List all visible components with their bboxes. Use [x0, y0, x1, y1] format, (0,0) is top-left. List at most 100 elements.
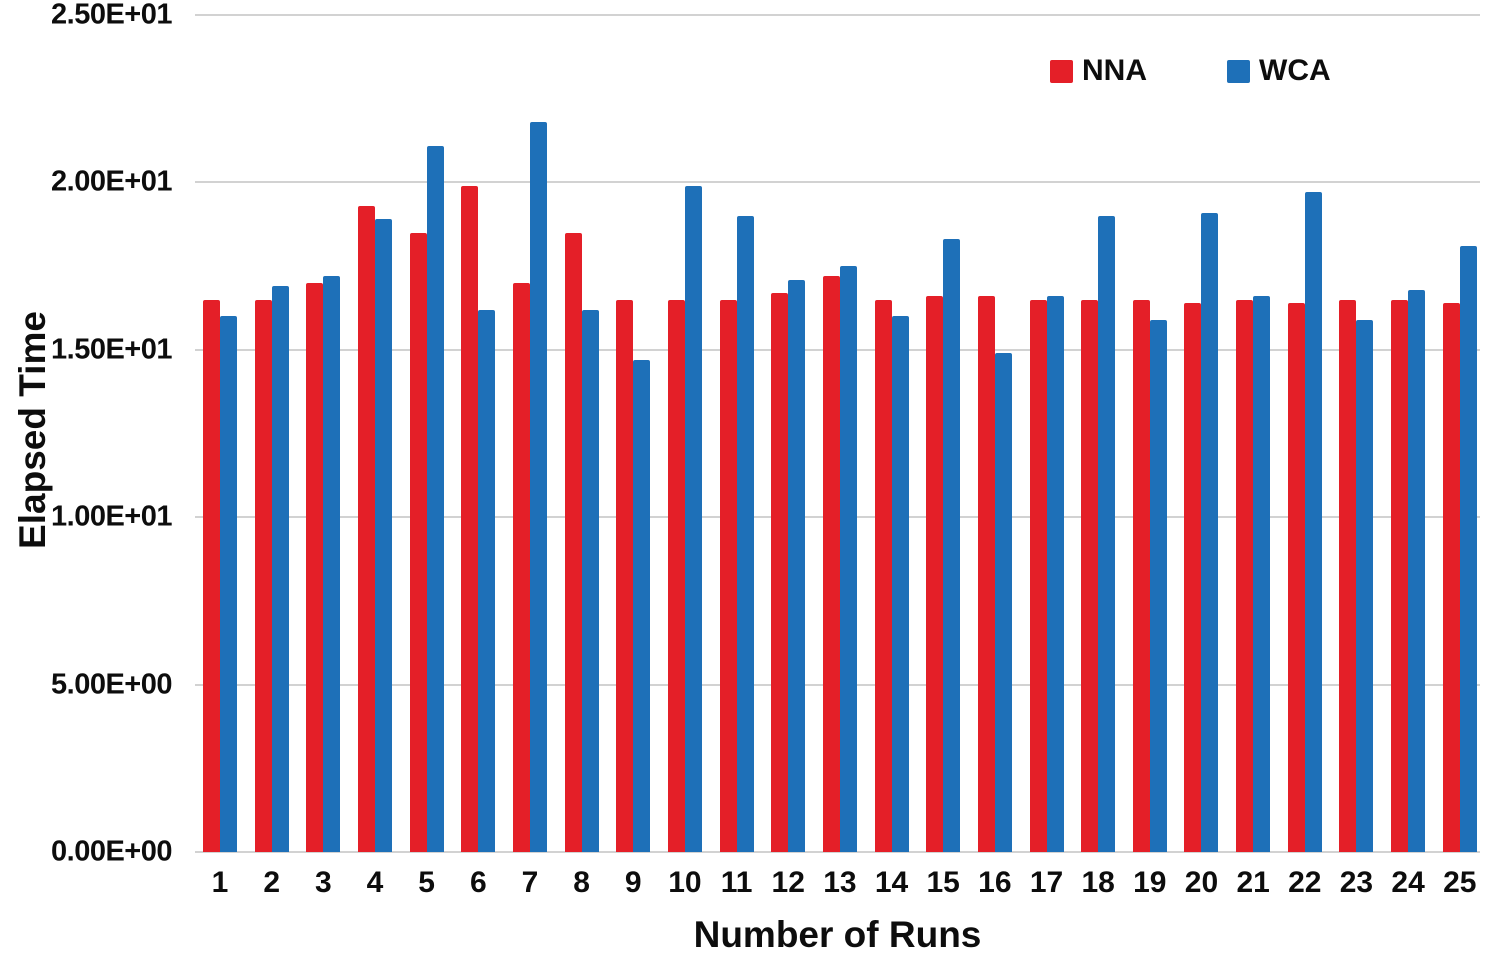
x-tick-label: 24 — [1391, 866, 1425, 899]
bar-nna — [1184, 302, 1202, 852]
legend: NNA WCA — [1050, 54, 1331, 88]
bar-nna — [1236, 299, 1254, 852]
bar-wca — [374, 219, 392, 852]
bar-nna — [771, 292, 789, 852]
bar-group — [1339, 15, 1374, 852]
bar-group — [357, 15, 392, 852]
x-tick-label: 25 — [1443, 866, 1477, 899]
bar-group — [1184, 15, 1219, 852]
bar-nna — [667, 299, 685, 852]
bar-nna — [1391, 299, 1409, 852]
bar-group — [926, 15, 961, 852]
bar-group — [977, 15, 1012, 852]
bar-wca — [1149, 319, 1167, 852]
x-tick-label: 22 — [1288, 866, 1322, 899]
x-tick-label: 4 — [366, 866, 384, 899]
y-tick-label: 1.50E+01 — [51, 333, 172, 366]
x-tick-label: 21 — [1236, 866, 1270, 899]
bar-group — [1391, 15, 1426, 852]
bar-group — [203, 15, 237, 852]
bar-wca — [736, 215, 754, 852]
y-tick-label: 5.00E+00 — [51, 668, 172, 701]
bar-group — [409, 15, 444, 852]
y-tick-label: 0.00E+00 — [51, 835, 172, 868]
x-tick-label: 16 — [978, 866, 1012, 899]
bar-nna — [719, 299, 737, 852]
bar-nna — [409, 232, 427, 852]
x-tick-label: 6 — [469, 866, 487, 899]
x-tick-label: 2 — [263, 866, 280, 899]
bar-nna — [1339, 299, 1357, 852]
bar-wca — [788, 279, 806, 852]
x-tick-label: 19 — [1133, 866, 1167, 899]
legend-item-wca: WCA — [1227, 54, 1331, 88]
bar-group — [1442, 15, 1477, 852]
nna-swatch-icon — [1050, 59, 1073, 83]
gridline — [195, 181, 1480, 184]
bar-wca — [943, 239, 961, 852]
legend-label-nna: NNA — [1082, 54, 1147, 87]
x-tick-label: 10 — [668, 866, 702, 899]
bar-group — [306, 15, 341, 852]
bar-wca — [1408, 289, 1426, 852]
x-tick-label: 1 — [211, 866, 229, 899]
y-tick-label: 2.50E+01 — [51, 0, 172, 31]
bar-group — [461, 15, 496, 852]
bar-wca — [271, 286, 289, 852]
x-tick-label: 9 — [624, 866, 642, 899]
x-tick-label: 20 — [1184, 866, 1219, 899]
bar-group — [874, 15, 909, 852]
x-tick-label: 23 — [1339, 866, 1374, 899]
bar-nna — [564, 232, 582, 852]
bar-group — [616, 15, 651, 852]
bar-nna — [1132, 299, 1150, 852]
bar-nna — [357, 205, 375, 852]
gridline — [195, 851, 1480, 853]
bar-nna — [1287, 302, 1305, 852]
x-tick-label: 17 — [1029, 866, 1064, 899]
bar-group — [564, 15, 599, 852]
bar-group — [1132, 15, 1167, 852]
bar-nna — [1081, 299, 1099, 852]
bar-group — [1029, 15, 1064, 852]
bar-wca — [839, 266, 857, 852]
bar-nna — [822, 276, 840, 852]
bar-nna — [977, 296, 995, 852]
bar-nna — [461, 185, 479, 852]
plot-area — [195, 14, 1480, 853]
gridline — [195, 14, 1480, 16]
bar-nna — [874, 299, 892, 852]
bar-group — [667, 15, 702, 852]
bar-wca — [529, 122, 547, 852]
bar-group — [719, 15, 754, 852]
bar-wca — [1098, 215, 1116, 852]
bar-nna — [926, 296, 944, 852]
bar-group — [254, 15, 289, 852]
legend-item-nna: NNA — [1050, 54, 1147, 88]
bar-nna — [203, 299, 220, 852]
bar-wca — [478, 309, 496, 852]
bar-group — [771, 15, 806, 852]
bar-nna — [1442, 302, 1460, 852]
bar-nna — [306, 282, 324, 852]
bar-wca — [994, 353, 1012, 852]
bar-wca — [1201, 212, 1219, 852]
bar-group — [1081, 15, 1116, 852]
bar-group — [512, 15, 547, 852]
x-tick-label: 12 — [771, 866, 805, 899]
wca-swatch-icon — [1227, 59, 1250, 83]
x-tick-label: 18 — [1081, 866, 1115, 899]
bar-nna — [1029, 299, 1047, 852]
bar-group — [822, 15, 857, 852]
bar-wca — [1046, 296, 1064, 852]
bar-wca — [1253, 296, 1271, 852]
x-axis: 1 2 3 4 5 6 7 8 9 10 11 12 13 14 15 16 17 18 19 20 21 22 23 24 2… — [195, 866, 1480, 900]
bar-nna — [616, 299, 634, 852]
bar-wca — [1459, 246, 1477, 852]
x-tick-label: 8 — [573, 866, 590, 899]
bar-wca — [323, 276, 341, 852]
y-tick-label: 2.00E+01 — [51, 165, 172, 198]
bar-nna — [512, 282, 530, 852]
x-tick-label: 3 — [314, 866, 332, 899]
